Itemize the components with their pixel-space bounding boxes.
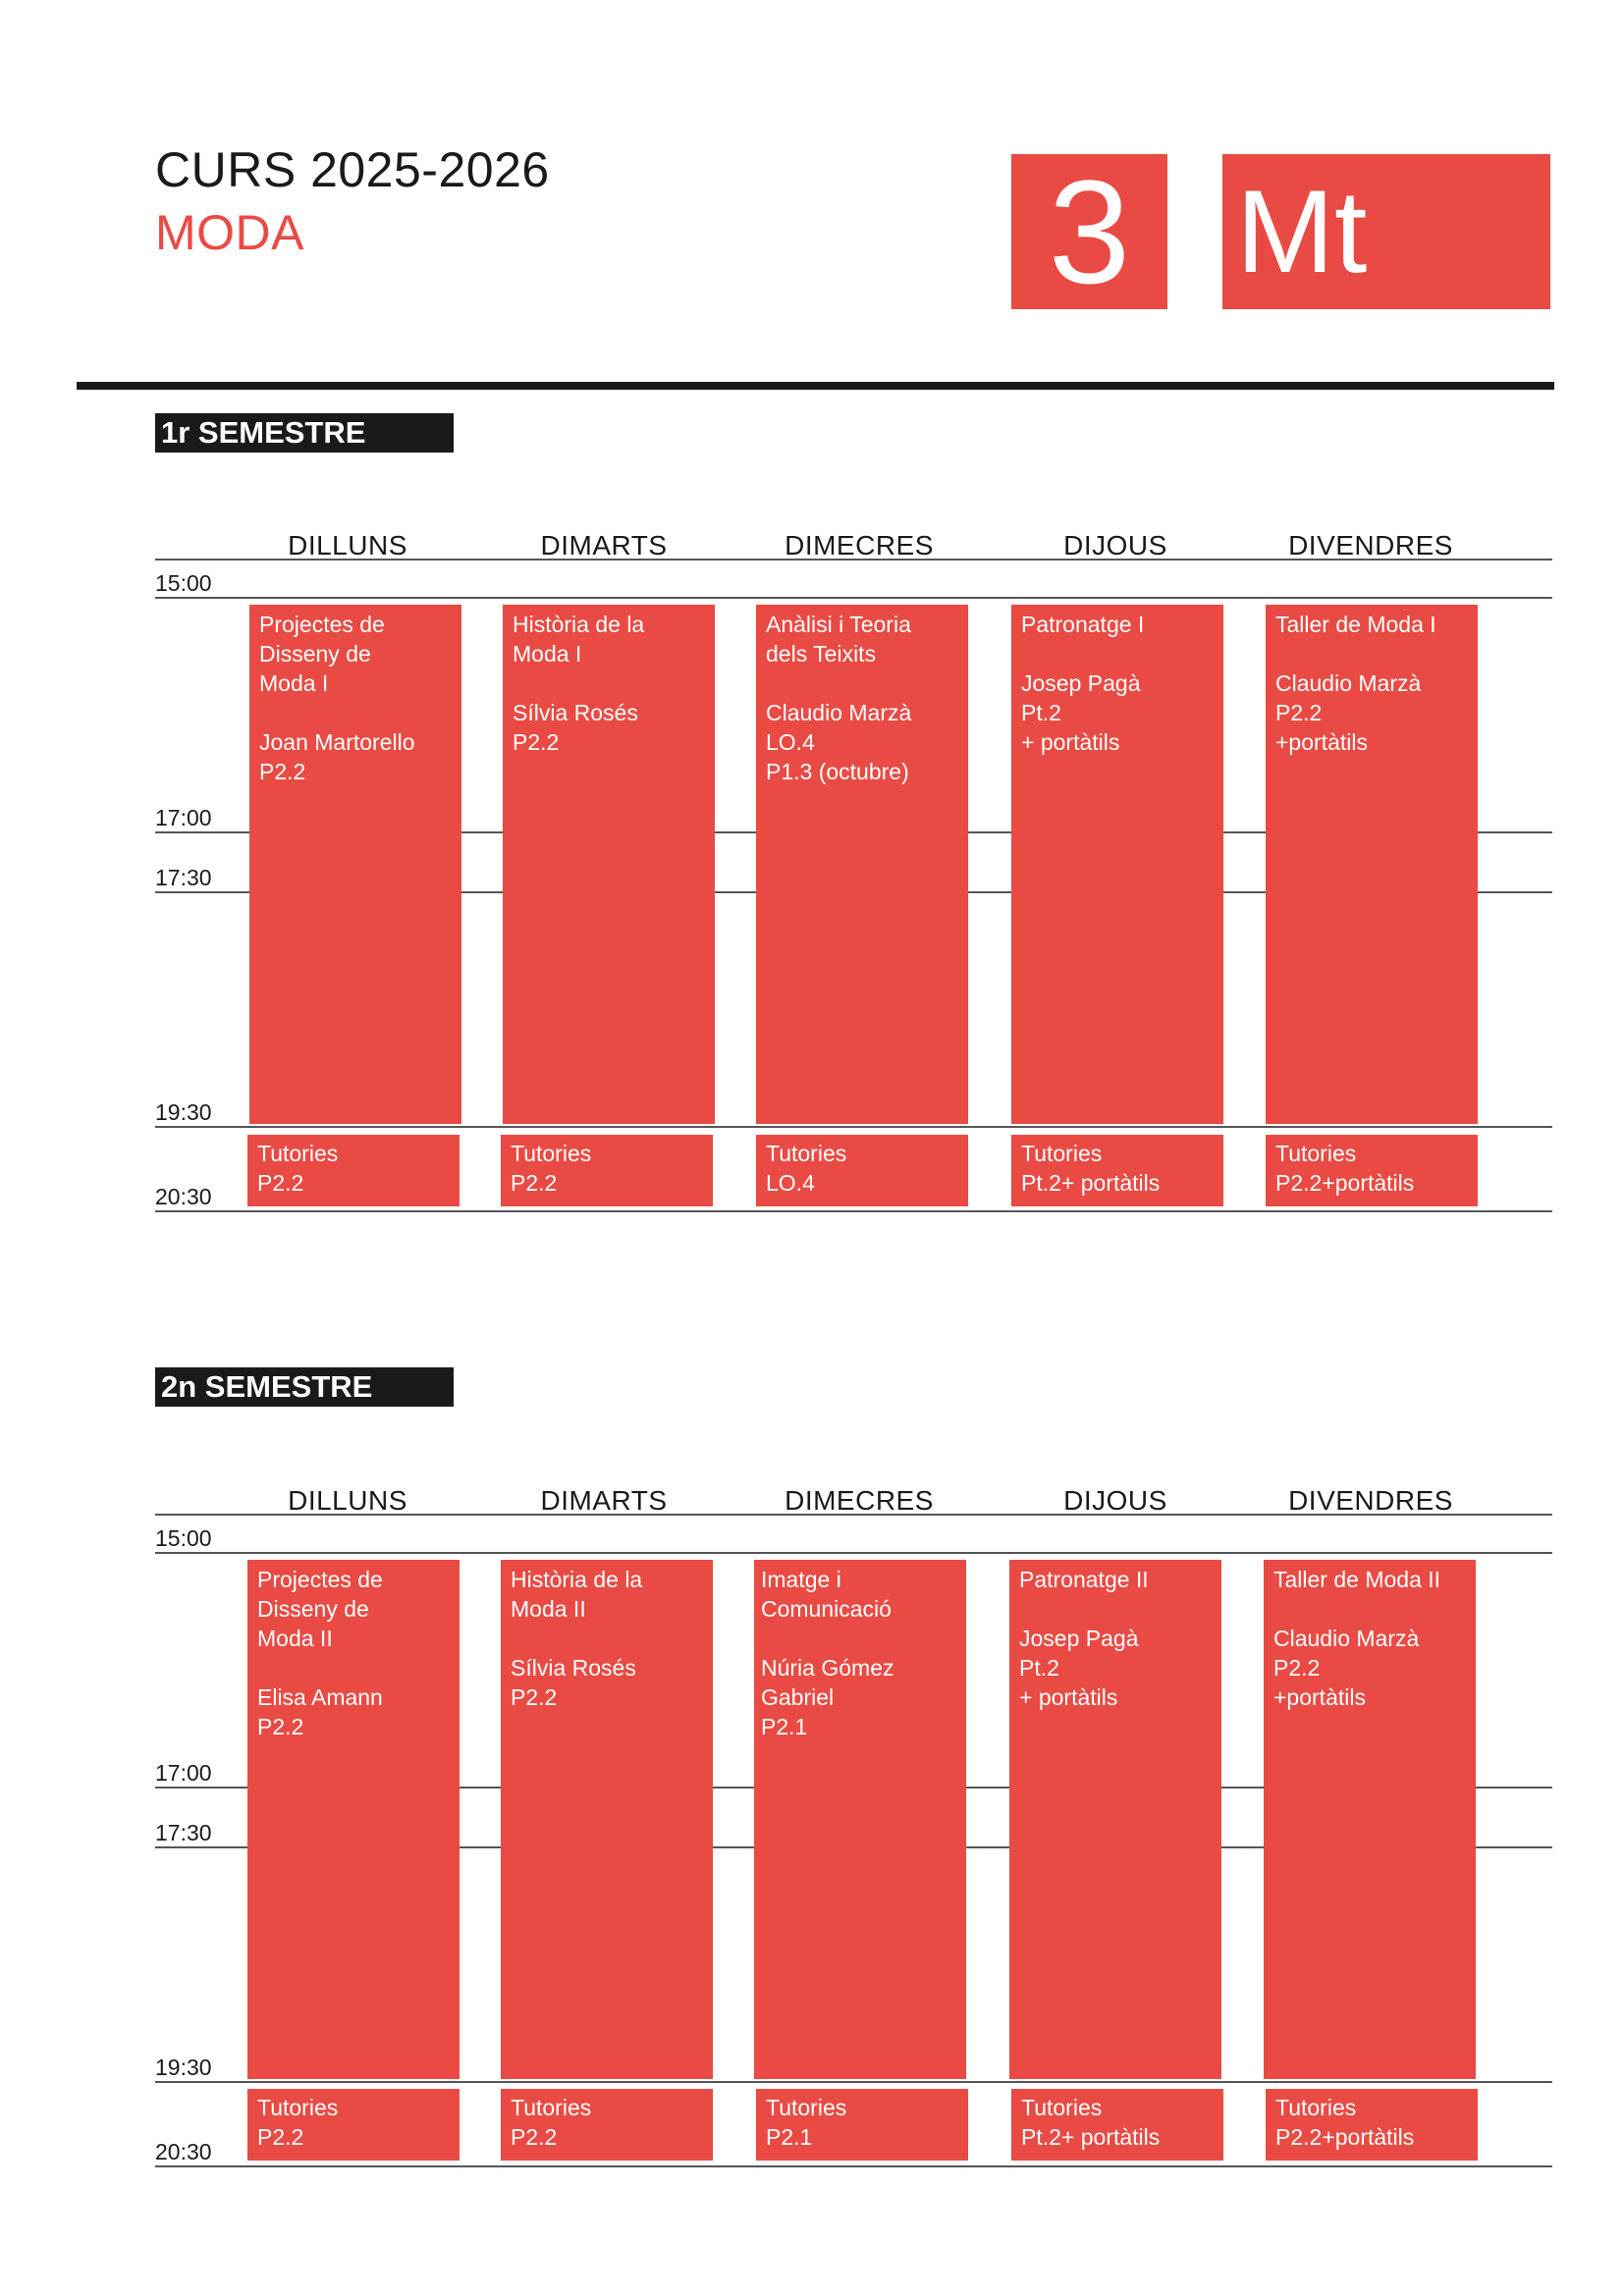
group-code-badge: Mt: [1222, 154, 1550, 309]
time-label: 17:00: [155, 1760, 212, 1786]
tutorial-block-monday[interactable]: Tutories P2.2: [247, 1135, 460, 1206]
grid-line: [155, 2165, 1552, 2167]
day-header-monday: DILLUNS: [288, 1485, 407, 1516]
class-block-monday[interactable]: Projectes de Disseny de Moda II Elisa Am…: [247, 1560, 460, 2079]
class-block-friday[interactable]: Taller de Moda II Claudio Marzà P2.2 +po…: [1264, 1560, 1476, 2079]
grid-line: [155, 597, 1552, 599]
day-header-wednesday: DIMECRES: [785, 1485, 934, 1516]
grid-line: [155, 1210, 1552, 1212]
time-label: 17:30: [155, 1820, 212, 1845]
class-block-thursday[interactable]: Patronatge II Josep Pagà Pt.2 + portàtil…: [1009, 1560, 1221, 2079]
grid-line: [155, 559, 1552, 561]
class-block-thursday[interactable]: Patronatge I Josep Pagà Pt.2 + portàtils: [1011, 605, 1223, 1124]
tutorial-block-thursday[interactable]: Tutories Pt.2+ portàtils: [1011, 2089, 1223, 2161]
grid-line: [155, 1126, 1552, 1128]
course-number-badge: 3: [1011, 154, 1167, 309]
time-label: 15:00: [155, 570, 212, 596]
tutorial-block-thursday[interactable]: Tutories Pt.2+ portàtils: [1011, 1135, 1223, 1206]
semester-1-label: 1r SEMESTRE: [155, 413, 454, 453]
class-block-friday[interactable]: Taller de Moda I Claudio Marzà P2.2 +por…: [1266, 605, 1478, 1124]
page-title: CURS 2025-2026: [155, 142, 550, 197]
day-header-monday: DILLUNS: [288, 530, 407, 561]
header-divider: [77, 382, 1554, 390]
time-label: 20:30: [155, 1184, 212, 1209]
tutorial-block-friday[interactable]: Tutories P2.2+portàtils: [1266, 1135, 1478, 1206]
grid-line: [155, 1514, 1552, 1516]
class-block-wednesday[interactable]: Anàlisi i Teoria dels Teixits Claudio Ma…: [756, 605, 968, 1124]
time-label: 17:30: [155, 865, 212, 890]
time-label: 15:00: [155, 1525, 212, 1551]
class-block-tuesday[interactable]: Història de la Moda II Sílvia Rosés P2.2: [501, 1560, 713, 2079]
tutorial-block-monday[interactable]: Tutories P2.2: [247, 2089, 460, 2161]
tutorial-block-tuesday[interactable]: Tutories P2.2: [501, 1135, 713, 1206]
day-header-thursday: DIJOUS: [1063, 530, 1167, 561]
time-label: 19:30: [155, 1099, 212, 1125]
tutorial-block-friday[interactable]: Tutories P2.2+portàtils: [1266, 2089, 1478, 2161]
semester-2-label: 2n SEMESTRE: [155, 1367, 454, 1407]
time-label: 20:30: [155, 2139, 212, 2164]
tutorial-block-tuesday[interactable]: Tutories P2.2: [501, 2089, 713, 2161]
program-name: MODA: [155, 205, 304, 260]
grid-line: [155, 2081, 1552, 2083]
class-block-tuesday[interactable]: Història de la Moda I Sílvia Rosés P2.2: [503, 605, 715, 1124]
day-header-wednesday: DIMECRES: [785, 530, 934, 561]
time-label: 17:00: [155, 805, 212, 830]
time-label: 19:30: [155, 2055, 212, 2080]
class-block-wednesday[interactable]: Imatge i Comunicació Núria Gómez Gabriel…: [754, 1560, 966, 2079]
tutorial-block-wednesday[interactable]: Tutories P2.1: [756, 2089, 968, 2161]
day-header-friday: DIVENDRES: [1288, 530, 1453, 561]
day-header-friday: DIVENDRES: [1288, 1485, 1453, 1516]
class-block-monday[interactable]: Projectes de Disseny de Moda I Joan Mart…: [249, 605, 461, 1124]
grid-line: [155, 1552, 1552, 1554]
day-header-tuesday: DIMARTS: [540, 530, 668, 561]
tutorial-block-wednesday[interactable]: Tutories LO.4: [756, 1135, 968, 1206]
day-header-thursday: DIJOUS: [1063, 1485, 1167, 1516]
day-header-tuesday: DIMARTS: [540, 1485, 668, 1516]
